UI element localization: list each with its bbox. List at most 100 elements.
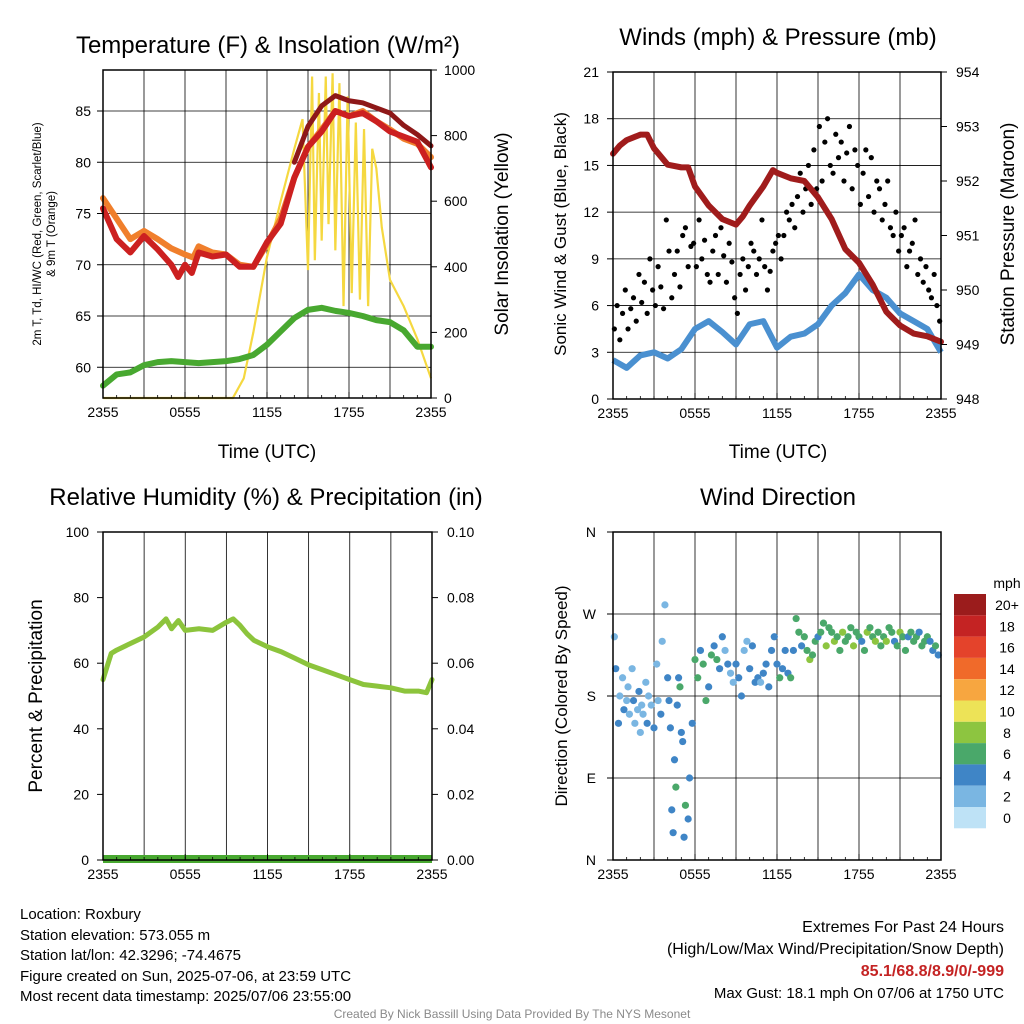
gust-point (887, 225, 894, 231)
legend-swatch (954, 636, 986, 658)
gust-point (652, 302, 658, 309)
direction-point (675, 674, 683, 682)
gust-point (660, 306, 667, 312)
gust-point (745, 264, 751, 270)
gust-point (816, 123, 822, 130)
direction-point (726, 669, 735, 677)
y-tick-label: 40 (73, 721, 89, 737)
gust-point (633, 318, 639, 324)
y-tick-label: 20 (73, 786, 89, 802)
direction-point (691, 655, 699, 664)
gust-point (650, 287, 656, 293)
y-tick-label: W (583, 606, 597, 622)
gust-point (901, 225, 907, 231)
gust-point (740, 256, 746, 262)
direction-ylabel: Direction (Colored By Speed) (552, 585, 571, 806)
direction-point (710, 642, 718, 650)
direction-point (732, 660, 740, 668)
gust-point (693, 264, 699, 270)
gust-point (655, 264, 661, 270)
legend-swatch (954, 657, 986, 680)
winds-ylabel: Sonic Wind & Gust (Blue, Black) (551, 112, 570, 356)
legend-label: 12 (999, 682, 1015, 698)
direction-point (676, 683, 684, 691)
direction-point (798, 642, 806, 650)
gust-point (874, 178, 880, 184)
y-tick-label: 100 (66, 524, 90, 540)
direction-point (616, 692, 624, 700)
gust-point (625, 326, 631, 332)
gust-point (871, 209, 877, 215)
y-tick-label: 80 (73, 590, 89, 606)
gust-point (619, 310, 626, 316)
gust-point (838, 139, 844, 145)
direction-point (871, 637, 880, 645)
pressure-ylabel: Station Pressure (Maroon) (998, 123, 1019, 346)
x-tick-label: 0555 (170, 866, 201, 882)
gust-point (898, 232, 904, 239)
direction-point (642, 678, 650, 686)
direction-point (847, 624, 855, 632)
y2-tick-label: 954 (956, 64, 980, 80)
temperature-series-line (291, 93, 434, 165)
gust-point (934, 302, 940, 309)
y-tick-label: 75 (75, 206, 91, 222)
direction-point (668, 806, 676, 814)
gust-point (882, 201, 888, 207)
legend-label: 6 (1003, 746, 1011, 762)
gust-point (712, 232, 719, 239)
x-tick-label: 2355 (597, 866, 628, 882)
direction-point (858, 637, 866, 645)
direction-point (658, 637, 666, 645)
direction-point (638, 701, 646, 709)
extremes-values: 85.1/68.8/8.9/0/-999 (860, 963, 1004, 980)
direction-point (770, 633, 778, 641)
gust-point (704, 271, 710, 278)
gust-point (680, 232, 686, 239)
x-tick-label: 2355 (925, 866, 956, 882)
y2-tick-label: 200 (444, 324, 468, 340)
direction-point (740, 646, 748, 655)
extremes-title: Extremes For Past 24 Hours (802, 919, 1004, 936)
y2-tick-label: 953 (956, 119, 980, 135)
gust-point (904, 264, 910, 270)
gust-point (773, 240, 779, 246)
direction-point (866, 624, 874, 632)
direction-grid (613, 532, 941, 860)
direction-point (803, 646, 811, 655)
extremes-block: Extremes For Past 24 Hours (High/Low/Max… (667, 917, 1004, 1005)
direction-point (702, 696, 710, 705)
y2-tick-label: 0.02 (447, 786, 474, 802)
y2-tick-label: 0.06 (447, 655, 474, 671)
gust-point (846, 123, 853, 130)
gust-point (742, 287, 749, 293)
gust-point (737, 271, 743, 278)
gust-point (696, 217, 702, 223)
direction-point (657, 710, 665, 718)
direction-point (907, 628, 915, 636)
y2-tick-label: 948 (956, 391, 980, 407)
y-tick-label: 60 (75, 359, 91, 375)
gust-point (669, 295, 675, 301)
direction-point (669, 829, 677, 837)
winds-series (610, 116, 944, 371)
y2-tick-label: 951 (956, 228, 980, 244)
legend-label: 10 (999, 704, 1015, 720)
direction-point (762, 660, 770, 668)
gust-point (860, 170, 866, 176)
direction-point (844, 633, 852, 641)
gust-point (677, 284, 683, 290)
y2-tick-label: 0.04 (447, 721, 474, 737)
y-tick-label: 21 (583, 64, 599, 80)
humidity-line (100, 616, 435, 696)
y2-tick-label: 0.00 (447, 852, 474, 868)
gust-point (718, 225, 724, 231)
gust-point (778, 256, 784, 262)
direction-point (610, 633, 618, 641)
y-tick-label: N (586, 852, 596, 868)
gust-point (614, 302, 620, 309)
direction-point (699, 660, 707, 668)
x-tick-label: 0555 (679, 866, 710, 882)
